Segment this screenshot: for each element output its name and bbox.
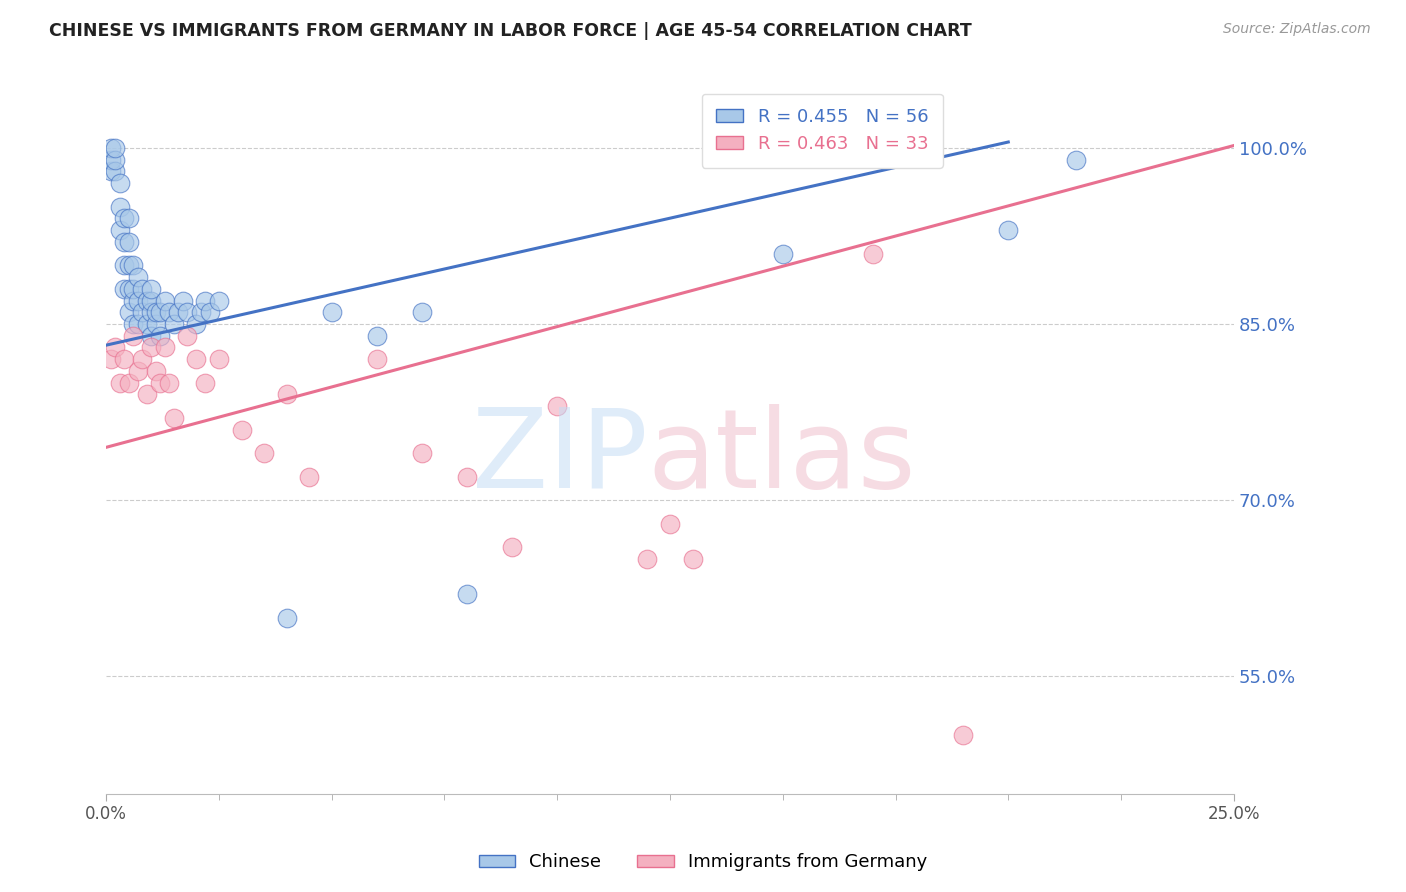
Point — [131, 352, 153, 367]
Point — [276, 610, 298, 624]
Point — [163, 317, 186, 331]
Point — [141, 341, 163, 355]
Point — [659, 516, 682, 531]
Point — [131, 282, 153, 296]
Point — [112, 352, 135, 367]
Point — [118, 211, 141, 226]
Point — [104, 341, 127, 355]
Point — [501, 540, 523, 554]
Point — [100, 352, 122, 367]
Point — [456, 587, 478, 601]
Point — [276, 387, 298, 401]
Point — [149, 376, 172, 390]
Point — [997, 223, 1019, 237]
Legend: Chinese, Immigrants from Germany: Chinese, Immigrants from Germany — [471, 847, 935, 879]
Point — [108, 176, 131, 190]
Point — [135, 293, 157, 308]
Point — [141, 328, 163, 343]
Point — [366, 352, 388, 367]
Point — [253, 446, 276, 460]
Point — [682, 552, 704, 566]
Point — [135, 387, 157, 401]
Point — [127, 317, 149, 331]
Point — [149, 305, 172, 319]
Point — [122, 317, 145, 331]
Point — [100, 153, 122, 167]
Point — [456, 469, 478, 483]
Point — [118, 376, 141, 390]
Point — [636, 552, 658, 566]
Point — [141, 293, 163, 308]
Text: Source: ZipAtlas.com: Source: ZipAtlas.com — [1223, 22, 1371, 37]
Point — [122, 328, 145, 343]
Point — [145, 364, 167, 378]
Point — [149, 328, 172, 343]
Point — [122, 282, 145, 296]
Point — [194, 376, 217, 390]
Point — [131, 305, 153, 319]
Point — [108, 223, 131, 237]
Text: CHINESE VS IMMIGRANTS FROM GERMANY IN LABOR FORCE | AGE 45-54 CORRELATION CHART: CHINESE VS IMMIGRANTS FROM GERMANY IN LA… — [49, 22, 972, 40]
Point — [167, 305, 190, 319]
Point — [145, 317, 167, 331]
Text: ZIP: ZIP — [471, 403, 647, 510]
Point — [157, 305, 180, 319]
Point — [104, 164, 127, 178]
Point — [952, 728, 974, 742]
Point — [112, 282, 135, 296]
Point — [321, 305, 343, 319]
Legend: R = 0.455   N = 56, R = 0.463   N = 33: R = 0.455 N = 56, R = 0.463 N = 33 — [702, 94, 943, 168]
Point — [298, 469, 321, 483]
Point — [153, 293, 176, 308]
Point — [112, 211, 135, 226]
Point — [208, 352, 231, 367]
Point — [172, 293, 194, 308]
Point — [100, 141, 122, 155]
Point — [118, 258, 141, 272]
Point — [112, 258, 135, 272]
Point — [108, 376, 131, 390]
Point — [186, 317, 208, 331]
Point — [163, 411, 186, 425]
Point — [141, 282, 163, 296]
Point — [862, 246, 884, 260]
Point — [190, 305, 212, 319]
Point — [118, 282, 141, 296]
Point — [208, 293, 231, 308]
Point — [231, 423, 253, 437]
Point — [194, 293, 217, 308]
Point — [104, 153, 127, 167]
Point — [135, 317, 157, 331]
Point — [546, 399, 568, 413]
Point — [186, 352, 208, 367]
Point — [122, 258, 145, 272]
Point — [108, 200, 131, 214]
Point — [411, 446, 433, 460]
Text: atlas: atlas — [647, 403, 915, 510]
Point — [122, 293, 145, 308]
Point — [411, 305, 433, 319]
Point — [141, 305, 163, 319]
Point — [118, 235, 141, 249]
Point — [118, 305, 141, 319]
Point — [176, 305, 198, 319]
Point — [366, 328, 388, 343]
Point — [157, 376, 180, 390]
Point — [127, 293, 149, 308]
Point — [112, 235, 135, 249]
Point — [772, 246, 794, 260]
Point — [1064, 153, 1087, 167]
Point — [198, 305, 221, 319]
Point — [100, 164, 122, 178]
Point — [127, 270, 149, 285]
Point — [145, 305, 167, 319]
Point — [176, 328, 198, 343]
Point — [153, 341, 176, 355]
Point — [104, 141, 127, 155]
Point — [127, 364, 149, 378]
